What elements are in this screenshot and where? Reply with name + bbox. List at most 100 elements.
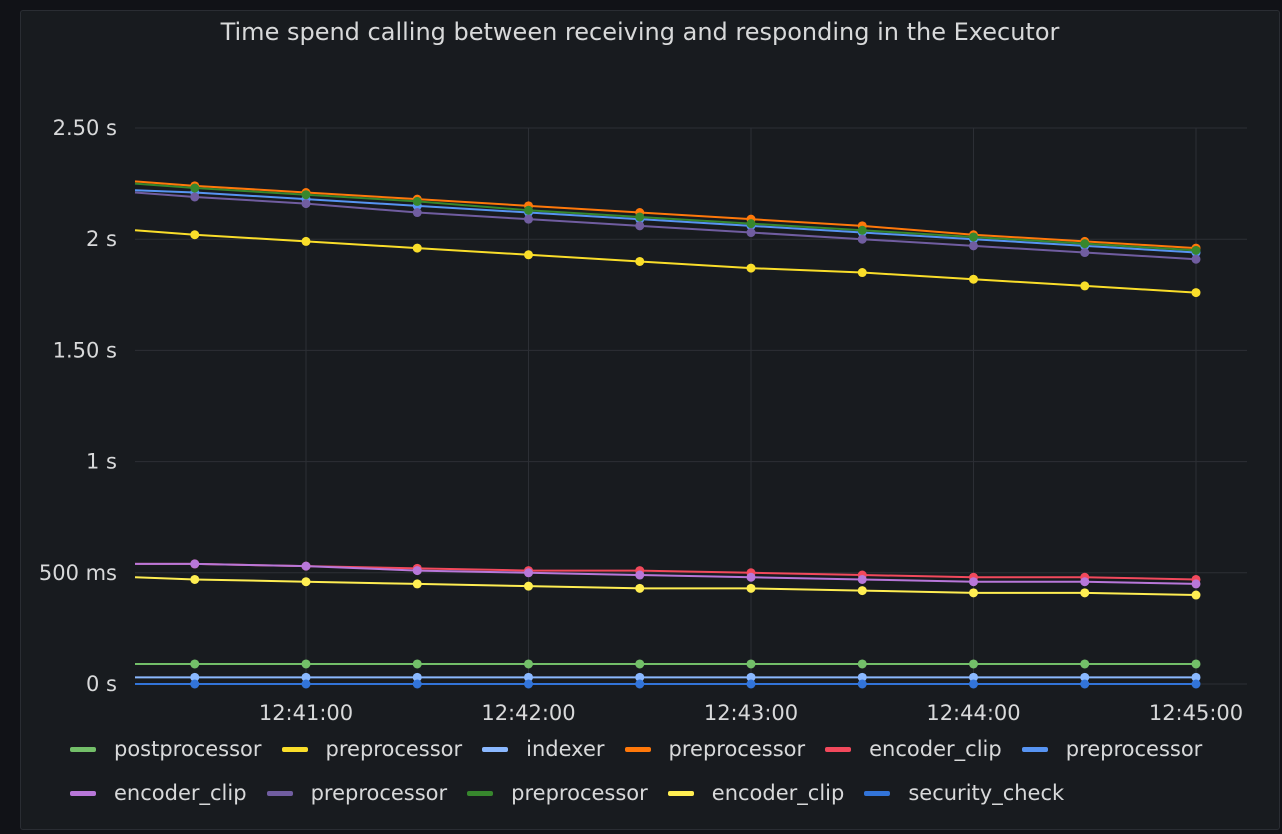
data-point[interactable] [524,581,533,591]
legend-item[interactable]: indexer [482,734,605,764]
legend-item[interactable]: encoder_clip [667,778,844,808]
data-point[interactable] [635,679,645,689]
data-point[interactable] [1080,248,1090,258]
data-point[interactable] [1080,577,1090,587]
series-security_check[interactable] [135,679,1201,689]
data-point[interactable] [412,679,422,689]
data-point[interactable] [190,230,200,240]
legend-item[interactable]: preprocessor [624,734,805,764]
data-point[interactable] [190,559,200,569]
data-point[interactable] [412,243,422,253]
data-point[interactable] [635,256,645,266]
legend-item[interactable]: preprocessor [467,778,648,808]
series-preprocessor[interactable] [134,229,1201,298]
series-line[interactable] [134,576,1197,597]
legend-item[interactable]: preprocessor [266,778,447,808]
data-point[interactable] [635,570,645,580]
data-point[interactable] [969,679,978,689]
data-point[interactable] [1191,659,1201,669]
series-preprocessor[interactable] [134,191,1201,264]
series-preprocessor[interactable] [134,182,1201,255]
data-point[interactable] [412,566,422,576]
data-point[interactable] [524,250,533,260]
data-point[interactable] [857,659,867,669]
data-point[interactable] [412,659,422,669]
data-point[interactable] [746,583,756,593]
legend-item[interactable]: encoder_clip [70,778,247,808]
series-encoder_clip[interactable] [135,559,1201,589]
data-point[interactable] [301,679,311,689]
data-point[interactable] [1191,245,1201,255]
series-line[interactable] [134,180,1197,250]
data-point[interactable] [635,672,645,682]
data-point[interactable] [635,583,645,593]
data-point[interactable] [1191,254,1201,264]
data-point[interactable] [190,679,200,689]
data-point[interactable] [857,586,867,596]
series-postprocessor[interactable] [135,659,1201,669]
data-point[interactable] [1080,239,1090,249]
data-point[interactable] [1080,679,1090,689]
legend-item[interactable]: postprocessor [70,734,262,764]
data-point[interactable] [969,241,978,251]
data-point[interactable] [746,572,756,582]
data-point[interactable] [969,672,978,682]
data-point[interactable] [857,574,867,584]
series-line[interactable] [134,189,1197,254]
data-point[interactable] [524,659,533,669]
data-point[interactable] [746,263,756,273]
data-point[interactable] [301,577,311,587]
series-encoder_clip[interactable] [135,559,1201,584]
data-point[interactable] [746,659,756,669]
data-point[interactable] [746,679,756,689]
data-point[interactable] [635,659,645,669]
data-point[interactable] [746,672,756,682]
data-point[interactable] [301,236,311,246]
data-point[interactable] [1080,281,1090,291]
data-point[interactable] [524,214,533,224]
data-point[interactable] [190,672,200,682]
data-point[interactable] [857,679,867,689]
data-point[interactable] [301,672,311,682]
data-point[interactable] [857,268,867,278]
data-point[interactable] [1191,679,1201,689]
data-point[interactable] [412,196,422,206]
data-point[interactable] [524,205,533,215]
data-point[interactable] [969,588,978,598]
data-point[interactable] [524,568,533,578]
data-point[interactable] [412,579,422,589]
data-point[interactable] [857,672,867,682]
data-point[interactable] [190,192,200,202]
data-point[interactable] [1191,579,1201,589]
data-point[interactable] [190,659,200,669]
data-point[interactable] [1080,588,1090,598]
data-point[interactable] [1191,288,1201,298]
data-point[interactable] [301,199,311,209]
legend-item[interactable]: security_check [864,778,1064,808]
data-point[interactable] [412,208,422,218]
data-point[interactable] [412,672,422,682]
data-point[interactable] [746,228,756,238]
data-point[interactable] [746,219,756,229]
data-point[interactable] [190,574,200,584]
series-indexer[interactable] [135,672,1201,682]
series-encoder_clip[interactable] [134,574,1201,600]
data-point[interactable] [524,672,533,682]
legend-item[interactable]: encoder_clip [825,734,1002,764]
data-point[interactable] [1191,672,1201,682]
data-point[interactable] [524,679,533,689]
series-line[interactable] [134,191,1197,261]
series-preprocessor[interactable] [134,187,1201,258]
data-point[interactable] [969,577,978,587]
data-point[interactable] [635,212,645,222]
data-point[interactable] [969,659,978,669]
data-point[interactable] [301,190,311,200]
data-point[interactable] [301,659,311,669]
legend-item[interactable]: preprocessor [281,734,462,764]
data-point[interactable] [301,561,311,571]
data-point[interactable] [190,183,200,193]
legend-item[interactable]: preprocessor [1021,734,1202,764]
data-point[interactable] [1080,659,1090,669]
series-layer[interactable] [134,180,1201,689]
data-point[interactable] [969,232,978,242]
